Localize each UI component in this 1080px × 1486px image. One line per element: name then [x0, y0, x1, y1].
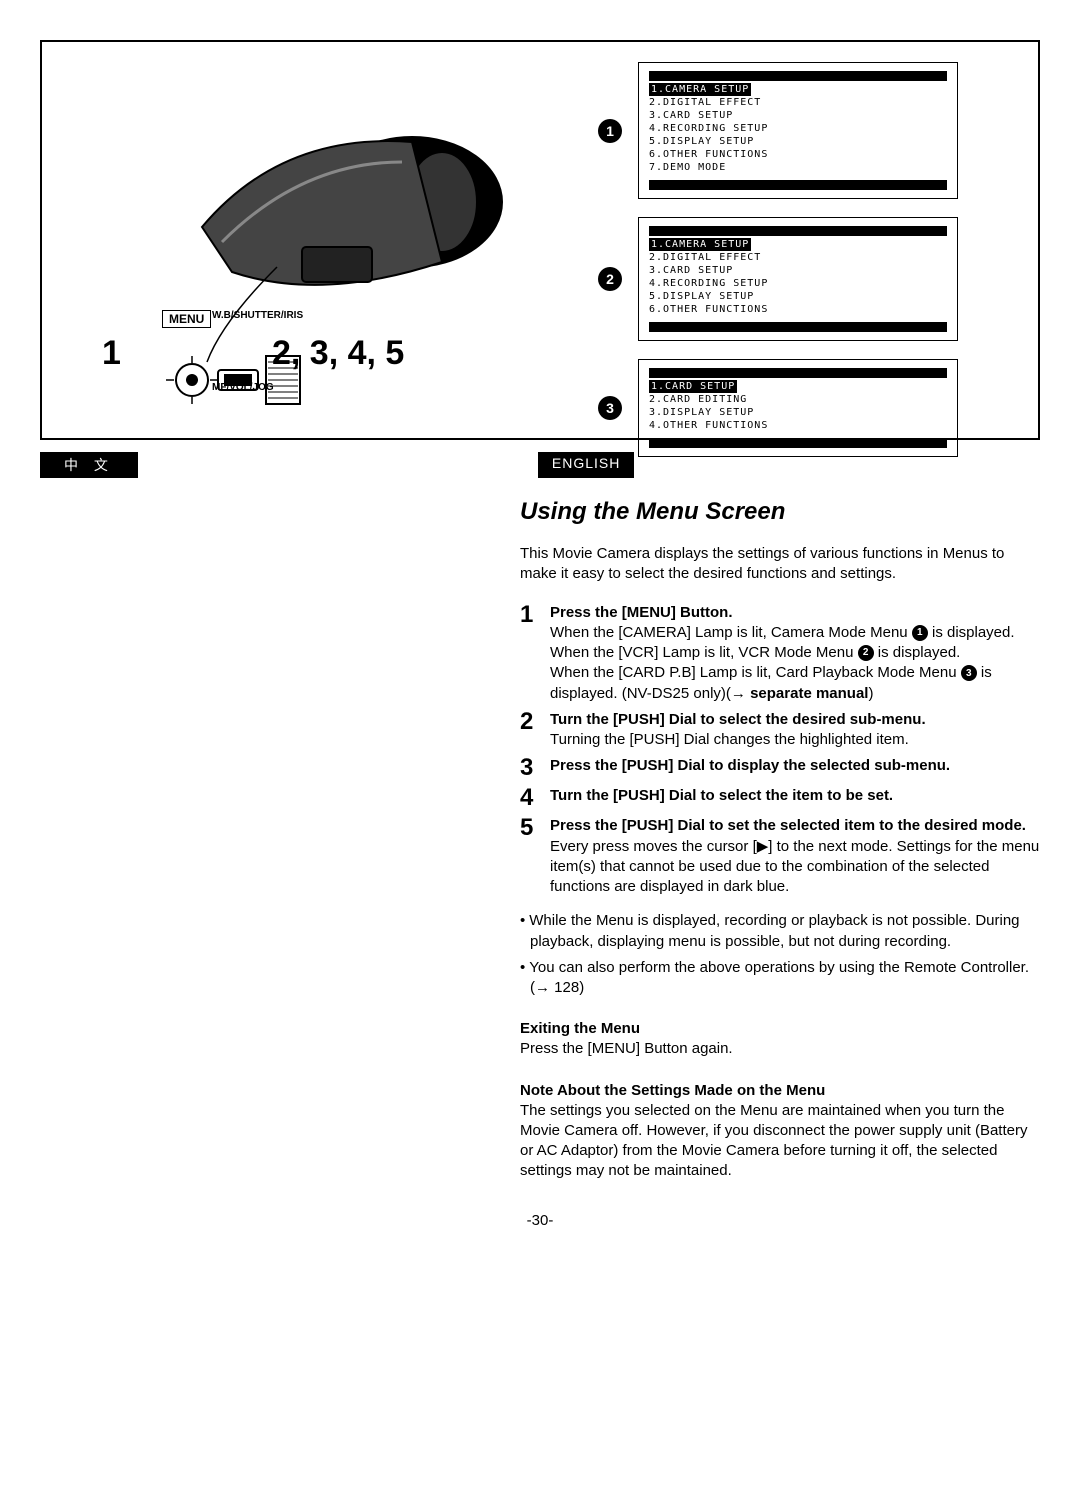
step-number: 3	[520, 756, 550, 780]
step-body: Press the [PUSH] Dial to set the selecte…	[550, 816, 1040, 897]
step-body: Turn the [PUSH] Dial to select the item …	[550, 786, 1040, 810]
menu-screen-box: 1.CAMERA SETUP2.DIGITAL EFFECT3.CARD SET…	[638, 62, 958, 199]
step-number: 5	[520, 816, 550, 897]
menu-screen: 1 1.CAMERA SETUP2.DIGITAL EFFECT3.CARD SE…	[598, 62, 998, 199]
menu-screen: 3 1.CARD SETUP2.CARD EDITING3.DISPLAY SET…	[598, 359, 998, 457]
circle-ref-icon: 1	[912, 625, 928, 641]
menu-screen-number: 1	[598, 119, 622, 143]
step: 2Turn the [PUSH] Dial to select the desi…	[520, 710, 1040, 751]
lang-chinese-badge: 中 文	[40, 452, 138, 478]
step-head: Press the [MENU] Button.	[550, 603, 1040, 623]
intro-text: This Movie Camera displays the settings …	[520, 544, 1040, 585]
section-title: Using the Menu Screen	[520, 498, 1040, 526]
step-head: Press the [PUSH] Dial to set the selecte…	[550, 816, 1040, 836]
content-column: Using the Menu Screen This Movie Camera …	[520, 498, 1040, 1182]
menu-screen: 2 1.CAMERA SETUP2.DIGITAL EFFECT3.CARD SE…	[598, 217, 998, 341]
step: 1Press the [MENU] Button.When the [CAMER…	[520, 603, 1040, 704]
exit-heading: Exiting the Menu	[520, 1020, 1040, 1037]
step-body: Press the [PUSH] Dial to display the sel…	[550, 756, 1040, 780]
mf-label: MF/VOL/JOG	[212, 382, 274, 393]
note-item: You can also perform the above operation…	[520, 958, 1040, 999]
diagram-box: MENU W.B/SHUTTER/IRIS MF/VOL/JOG 1 2, 3,…	[40, 40, 1040, 440]
circle-ref-icon: 2	[858, 645, 874, 661]
step: 4Turn the [PUSH] Dial to select the item…	[520, 786, 1040, 810]
step-number: 2	[520, 710, 550, 751]
step-body: Press the [MENU] Button.When the [CAMERA…	[550, 603, 1040, 704]
step-body: Turn the [PUSH] Dial to select the desir…	[550, 710, 1040, 751]
step-head: Turn the [PUSH] Dial to select the item …	[550, 786, 1040, 806]
diagram-step-2345: 2, 3, 4, 5	[272, 334, 404, 373]
page-number: -30-	[40, 1212, 1040, 1229]
step-head: Turn the [PUSH] Dial to select the desir…	[550, 710, 1040, 730]
step: 5Press the [PUSH] Dial to set the select…	[520, 816, 1040, 897]
step-number: 4	[520, 786, 550, 810]
menu-screen-number: 2	[598, 267, 622, 291]
steps-list: 1Press the [MENU] Button.When the [CAMER…	[520, 603, 1040, 898]
note-heading: Note About the Settings Made on the Menu	[520, 1082, 1040, 1099]
menu-button-label: MENU	[162, 310, 211, 328]
exit-body: Press the [MENU] Button again.	[520, 1039, 1040, 1059]
menu-screen-box: 1.CAMERA SETUP2.DIGITAL EFFECT3.CARD SET…	[638, 217, 958, 341]
wb-label: W.B/SHUTTER/IRIS	[212, 310, 303, 321]
note-item: While the Menu is displayed, recording o…	[520, 911, 1040, 952]
menu-screen-box: 1.CARD SETUP2.CARD EDITING3.DISPLAY SETU…	[638, 359, 958, 457]
notes-list: While the Menu is displayed, recording o…	[520, 911, 1040, 998]
menu-screens: 1 1.CAMERA SETUP2.DIGITAL EFFECT3.CARD SE…	[598, 62, 998, 475]
step: 3Press the [PUSH] Dial to display the se…	[520, 756, 1040, 780]
diagram-step-1: 1	[102, 334, 121, 373]
note-body: The settings you selected on the Menu ar…	[520, 1101, 1040, 1182]
step-detail: Every press moves the cursor [▶] to the …	[550, 837, 1040, 898]
step-detail: When the [CAMERA] Lamp is lit, Camera Mo…	[550, 623, 1040, 704]
menu-screen-number: 3	[598, 396, 622, 420]
step-head: Press the [PUSH] Dial to display the sel…	[550, 756, 1040, 776]
step-detail: Turning the [PUSH] Dial changes the high…	[550, 730, 1040, 750]
step-number: 1	[520, 603, 550, 704]
circle-ref-icon: 3	[961, 665, 977, 681]
